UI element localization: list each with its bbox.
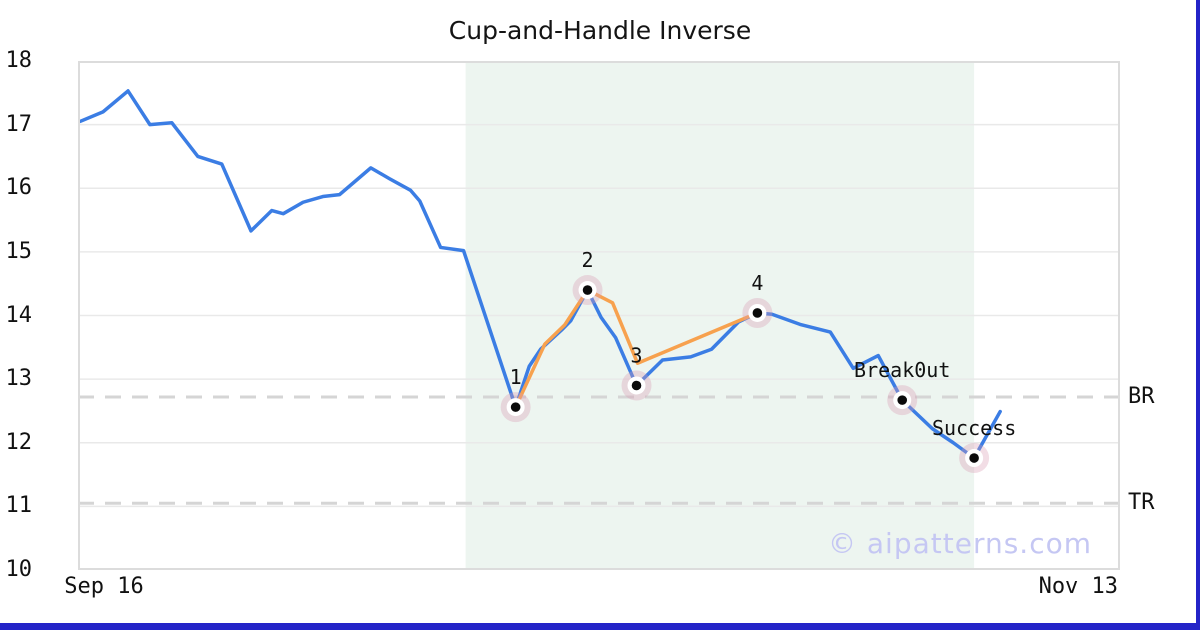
y-tick-label: 11: [5, 493, 33, 519]
plot-area: 1 2 3 4 Break0ut Success: [78, 61, 1120, 570]
hline-label-tr: TR: [1128, 490, 1155, 516]
marker-dot: [752, 308, 763, 318]
marker-label: 2: [582, 248, 594, 272]
y-tick-label: 13: [5, 366, 33, 392]
marker-dot: [897, 395, 908, 405]
y-tick-label: 10: [5, 557, 33, 582]
marker-label: Success: [932, 416, 1016, 440]
marker-dot: [510, 402, 521, 412]
hline-label-br: BR: [1128, 383, 1155, 409]
y-tick-label: 15: [5, 238, 33, 264]
accent-bar-bottom: [0, 623, 1200, 630]
x-tick-label: Nov 13: [1038, 574, 1119, 599]
x-tick-label: Sep 16: [64, 574, 144, 599]
y-tick-label: 16: [5, 175, 33, 201]
marker-label: 3: [630, 343, 642, 367]
x-axis-labels: Sep 16 Nov 13: [64, 574, 1120, 601]
y-tick-label: 17: [5, 111, 33, 137]
plot-spine: [78, 61, 1120, 570]
marker-dot: [582, 285, 593, 295]
price-chart-svg: 1 2 3 4 Break0ut Success: [78, 61, 1120, 570]
marker-dot: [631, 380, 642, 391]
chart-title: Cup-and-Handle Inverse: [448, 16, 752, 45]
y-tick-label: 14: [5, 302, 33, 328]
marker-label: 4: [751, 271, 763, 295]
marker-label: 1: [510, 365, 522, 389]
y-tick-label: 18: [5, 48, 33, 73]
watermark: © aipatterns.com: [828, 527, 1093, 560]
y-tick-label: 12: [5, 429, 33, 455]
hline-labels: BR TR: [1128, 61, 1198, 570]
accent-bar-right: [1196, 0, 1200, 630]
marker-label: Break0ut: [854, 358, 950, 382]
y-axis-labels: 18 17 16 15 14 13 12 11 10: [0, 50, 33, 581]
marker-dot: [969, 453, 979, 463]
